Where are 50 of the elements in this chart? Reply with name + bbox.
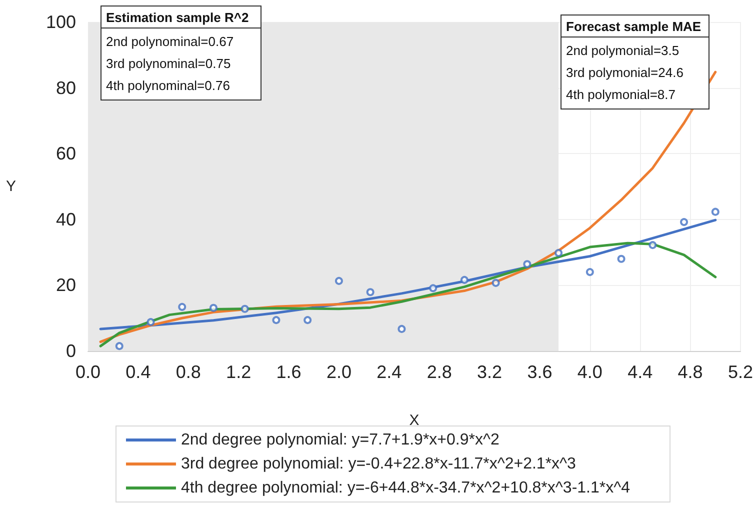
x-axis-title: X [409,412,420,429]
point [648,241,657,250]
x-tick-label: 2.4 [376,362,402,382]
point [304,316,312,324]
point [554,248,563,257]
x-tick-label: 5.2 [728,362,754,382]
point [115,342,124,350]
point [429,284,438,292]
y-tick-label: 0 [66,341,76,361]
x-tick-label: 0.8 [176,362,201,382]
annotation: 2nd polynominal=0.67 3rd polynominal=0.75 4th polynominal=0.76 [106,34,234,93]
point [240,304,249,313]
x-tick-label: 3.6 [527,362,552,382]
point [398,324,406,333]
point [492,278,500,287]
point [523,260,532,268]
point [711,208,720,216]
legend-label: 4th degree polynomial: y=-6+44.8*x-34.7*x^2+10.8*x^3-1.1*x^4 [180,480,630,496]
point [272,316,280,324]
point [209,304,218,312]
point [617,254,626,263]
x-tick-label: 0.4 [126,362,151,382]
point [146,318,155,326]
point [680,218,688,226]
x-tick-label: 3.2 [477,362,502,382]
annotation: Estimation sample R^2 [106,10,249,25]
legend-label: 3rd degree polynomial: y=-0.4+22.8*x-11.7*x^2+2.1*x^3 [180,456,576,472]
x-tick-label: 1.6 [276,362,302,382]
point [460,276,468,284]
x-tick-label: 1.2 [226,362,252,382]
x-tick-label: 4.0 [577,362,602,382]
y-tick-label: 20 [56,275,76,296]
y-tick-label: 40 [56,209,76,230]
y-tick-label: 60 [56,144,76,164]
line-series [99,242,717,348]
x-tick-label: 0.0 [75,362,101,382]
legend-label: 2nd degree polynomial: y=7.7+1.9*x+0.9*x^2 [180,432,500,448]
x-tick-label: 4.8 [678,362,703,382]
point [334,276,343,285]
annotation: Forecast sample MAE [566,19,702,34]
y-axis-title: Y [6,178,16,195]
x-tick-label: 2.0 [326,362,352,382]
point [178,302,186,311]
point [366,288,374,296]
point [586,268,594,276]
x-tick-label: 2.8 [426,362,452,382]
y-tick-label: 100 [46,12,76,32]
annotation: 2nd polymonial=3.5 3rd polymonial=24.6 4th polymonial=8.7 [566,43,684,102]
x-tick-label: 4.4 [628,362,653,382]
y-tick-label: 80 [56,78,76,98]
